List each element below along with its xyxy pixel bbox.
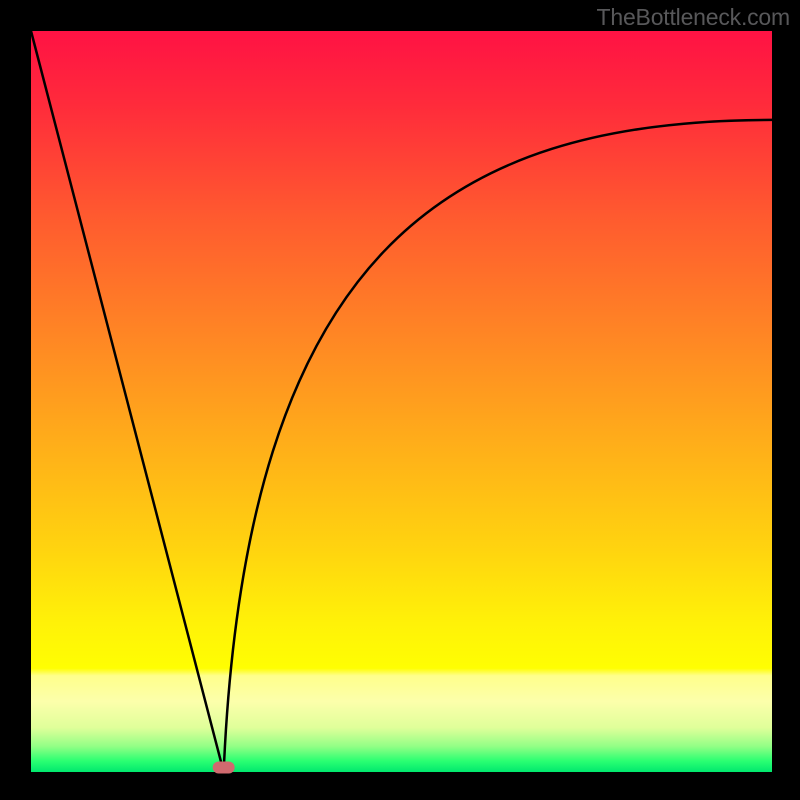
bottleneck-chart <box>0 0 800 800</box>
gradient-background <box>31 31 772 772</box>
chart-stage: TheBottleneck.com <box>0 0 800 800</box>
optimum-marker <box>213 762 235 774</box>
